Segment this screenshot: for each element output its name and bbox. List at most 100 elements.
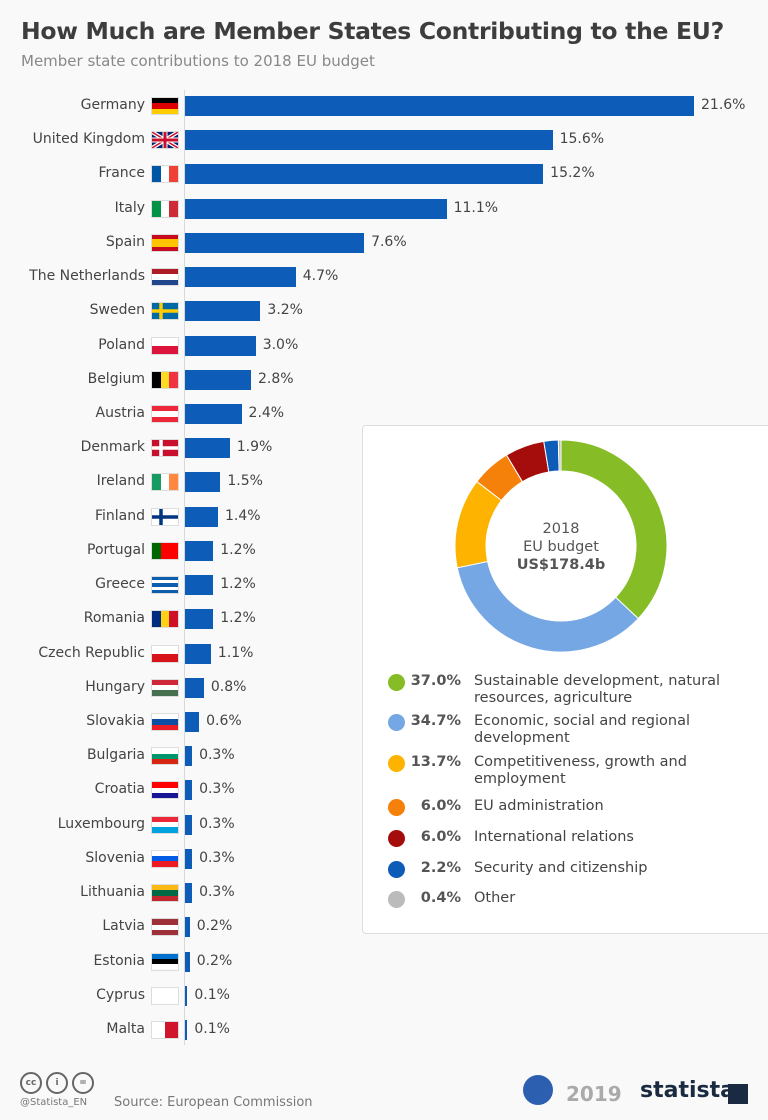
bar-value-label: 0.3% (199, 781, 235, 798)
eu-stars-icon (523, 1075, 553, 1105)
bar-value-label: 0.3% (199, 747, 235, 764)
bar-value-label: 0.3% (199, 815, 235, 832)
bar (185, 575, 214, 596)
flag-icon (152, 987, 178, 1004)
bar-value-label: 2.4% (248, 404, 285, 421)
bar-row: Bulgaria 0.3% (0, 746, 768, 767)
bar-value-label: 1.2% (220, 610, 256, 627)
country-label: Latvia (102, 918, 145, 935)
bar-row: Cyprus 0.1% (0, 985, 768, 1006)
bar-axis (184, 90, 185, 1045)
country-label: Ireland (96, 473, 145, 490)
donut-slice (456, 560, 639, 653)
bar-value-label: 7.6% (371, 233, 407, 250)
bar-row: Denmark 1.9% (0, 438, 768, 459)
bar-row: Germany 21.6% (0, 96, 768, 116)
bar-value-label: 0.3% (199, 849, 235, 866)
flag-icon (152, 885, 178, 902)
bar-value-label: 15.6% (559, 131, 605, 148)
bar-value-label: 3.0% (262, 336, 299, 353)
legend-label: Security and citizenship (474, 860, 648, 876)
bar-row: Italy 11.1% (0, 198, 768, 219)
bar (185, 369, 251, 390)
bar-row: Slovakia 0.6% (0, 711, 768, 732)
flag-icon (152, 132, 178, 149)
flag-icon (152, 405, 178, 422)
bar (185, 1019, 188, 1040)
flag-icon (152, 713, 178, 730)
flag-icon (152, 269, 178, 286)
bar (185, 814, 193, 835)
bar-row: Croatia 0.3% (0, 780, 768, 801)
legend-label: Other (474, 890, 516, 906)
bar-row: Spain 7.6% (0, 232, 768, 253)
legend-percent: 6.0% (420, 829, 461, 845)
country-label: Germany (80, 97, 145, 113)
bar-value-label: 1.2% (220, 576, 256, 593)
bar (185, 472, 221, 493)
legend-percent: 13.7% (410, 754, 461, 770)
country-label: Czech Republic (38, 644, 145, 661)
legend-dot-icon (388, 830, 405, 847)
bar-value-label: 3.2% (267, 302, 303, 319)
bar-value-label: 11.1% (453, 199, 499, 216)
bar-value-label: 0.6% (206, 712, 242, 729)
bar (185, 677, 204, 698)
bar-row: Greece 1.2% (0, 575, 768, 596)
flag-icon (152, 474, 178, 491)
bar (185, 883, 193, 904)
budget-panel (362, 425, 768, 934)
legend-dot-icon (388, 799, 405, 816)
bar (185, 301, 261, 322)
bar-row: Ireland 1.5% (0, 472, 768, 493)
country-label: Malta (106, 1020, 145, 1037)
bar (185, 780, 193, 801)
flag-icon (152, 679, 178, 696)
cc-icon: cc (20, 1072, 42, 1094)
country-label: Slovakia (86, 712, 145, 729)
bar-value-label: 1.2% (220, 541, 256, 558)
legend-percent: 6.0% (420, 798, 461, 814)
flag-icon (152, 200, 178, 217)
country-label: Slovenia (85, 849, 145, 866)
bar (185, 917, 190, 938)
bar-row: Sweden 3.2% (0, 301, 768, 322)
country-label: Denmark (80, 439, 145, 456)
bar-row: Finland 1.4% (0, 506, 768, 527)
country-label: Spain (105, 233, 145, 250)
legend-percent: 34.7% (410, 713, 461, 729)
twitter-handle: @Statista_EN (20, 1097, 88, 1108)
country-label: Lithuania (80, 884, 145, 901)
bar-value-label: 1.4% (224, 507, 261, 524)
bar (185, 267, 296, 288)
donut-caption: EU budget (523, 539, 599, 555)
bar-value-label: 1.9% (236, 439, 273, 456)
country-label: Greece (95, 576, 145, 593)
flag-icon (152, 234, 178, 251)
by-icon: i (46, 1072, 68, 1094)
flag-icon (152, 98, 178, 114)
legend-percent: 2.2% (420, 860, 461, 876)
legend-percent: 37.0% (410, 673, 461, 689)
legend-dot-icon (388, 891, 405, 908)
nd-icon: = (72, 1072, 94, 1094)
bar-value-label: 21.6% (701, 97, 746, 113)
bar-row: Hungary 0.8% (0, 677, 768, 698)
bar (185, 232, 365, 253)
legend-dot-icon (388, 674, 405, 691)
flag-icon (152, 782, 178, 799)
bar-value-label: 15.2% (550, 165, 595, 182)
bar-value-label: 0.2% (196, 952, 233, 969)
statista-logo: statista (640, 1078, 735, 1103)
country-label: Sweden (89, 302, 145, 319)
flag-icon (152, 919, 178, 936)
donut-slice (557, 439, 562, 472)
country-label: United Kingdom (32, 131, 145, 148)
country-label: Hungary (85, 678, 145, 695)
bar-row: Slovenia 0.3% (0, 848, 768, 869)
country-label: Portugal (87, 541, 145, 558)
bar-row: Estonia 0.2% (0, 951, 768, 972)
legend-label: Sustainable development, natural resourc… (474, 673, 721, 706)
country-label: Poland (98, 336, 145, 353)
